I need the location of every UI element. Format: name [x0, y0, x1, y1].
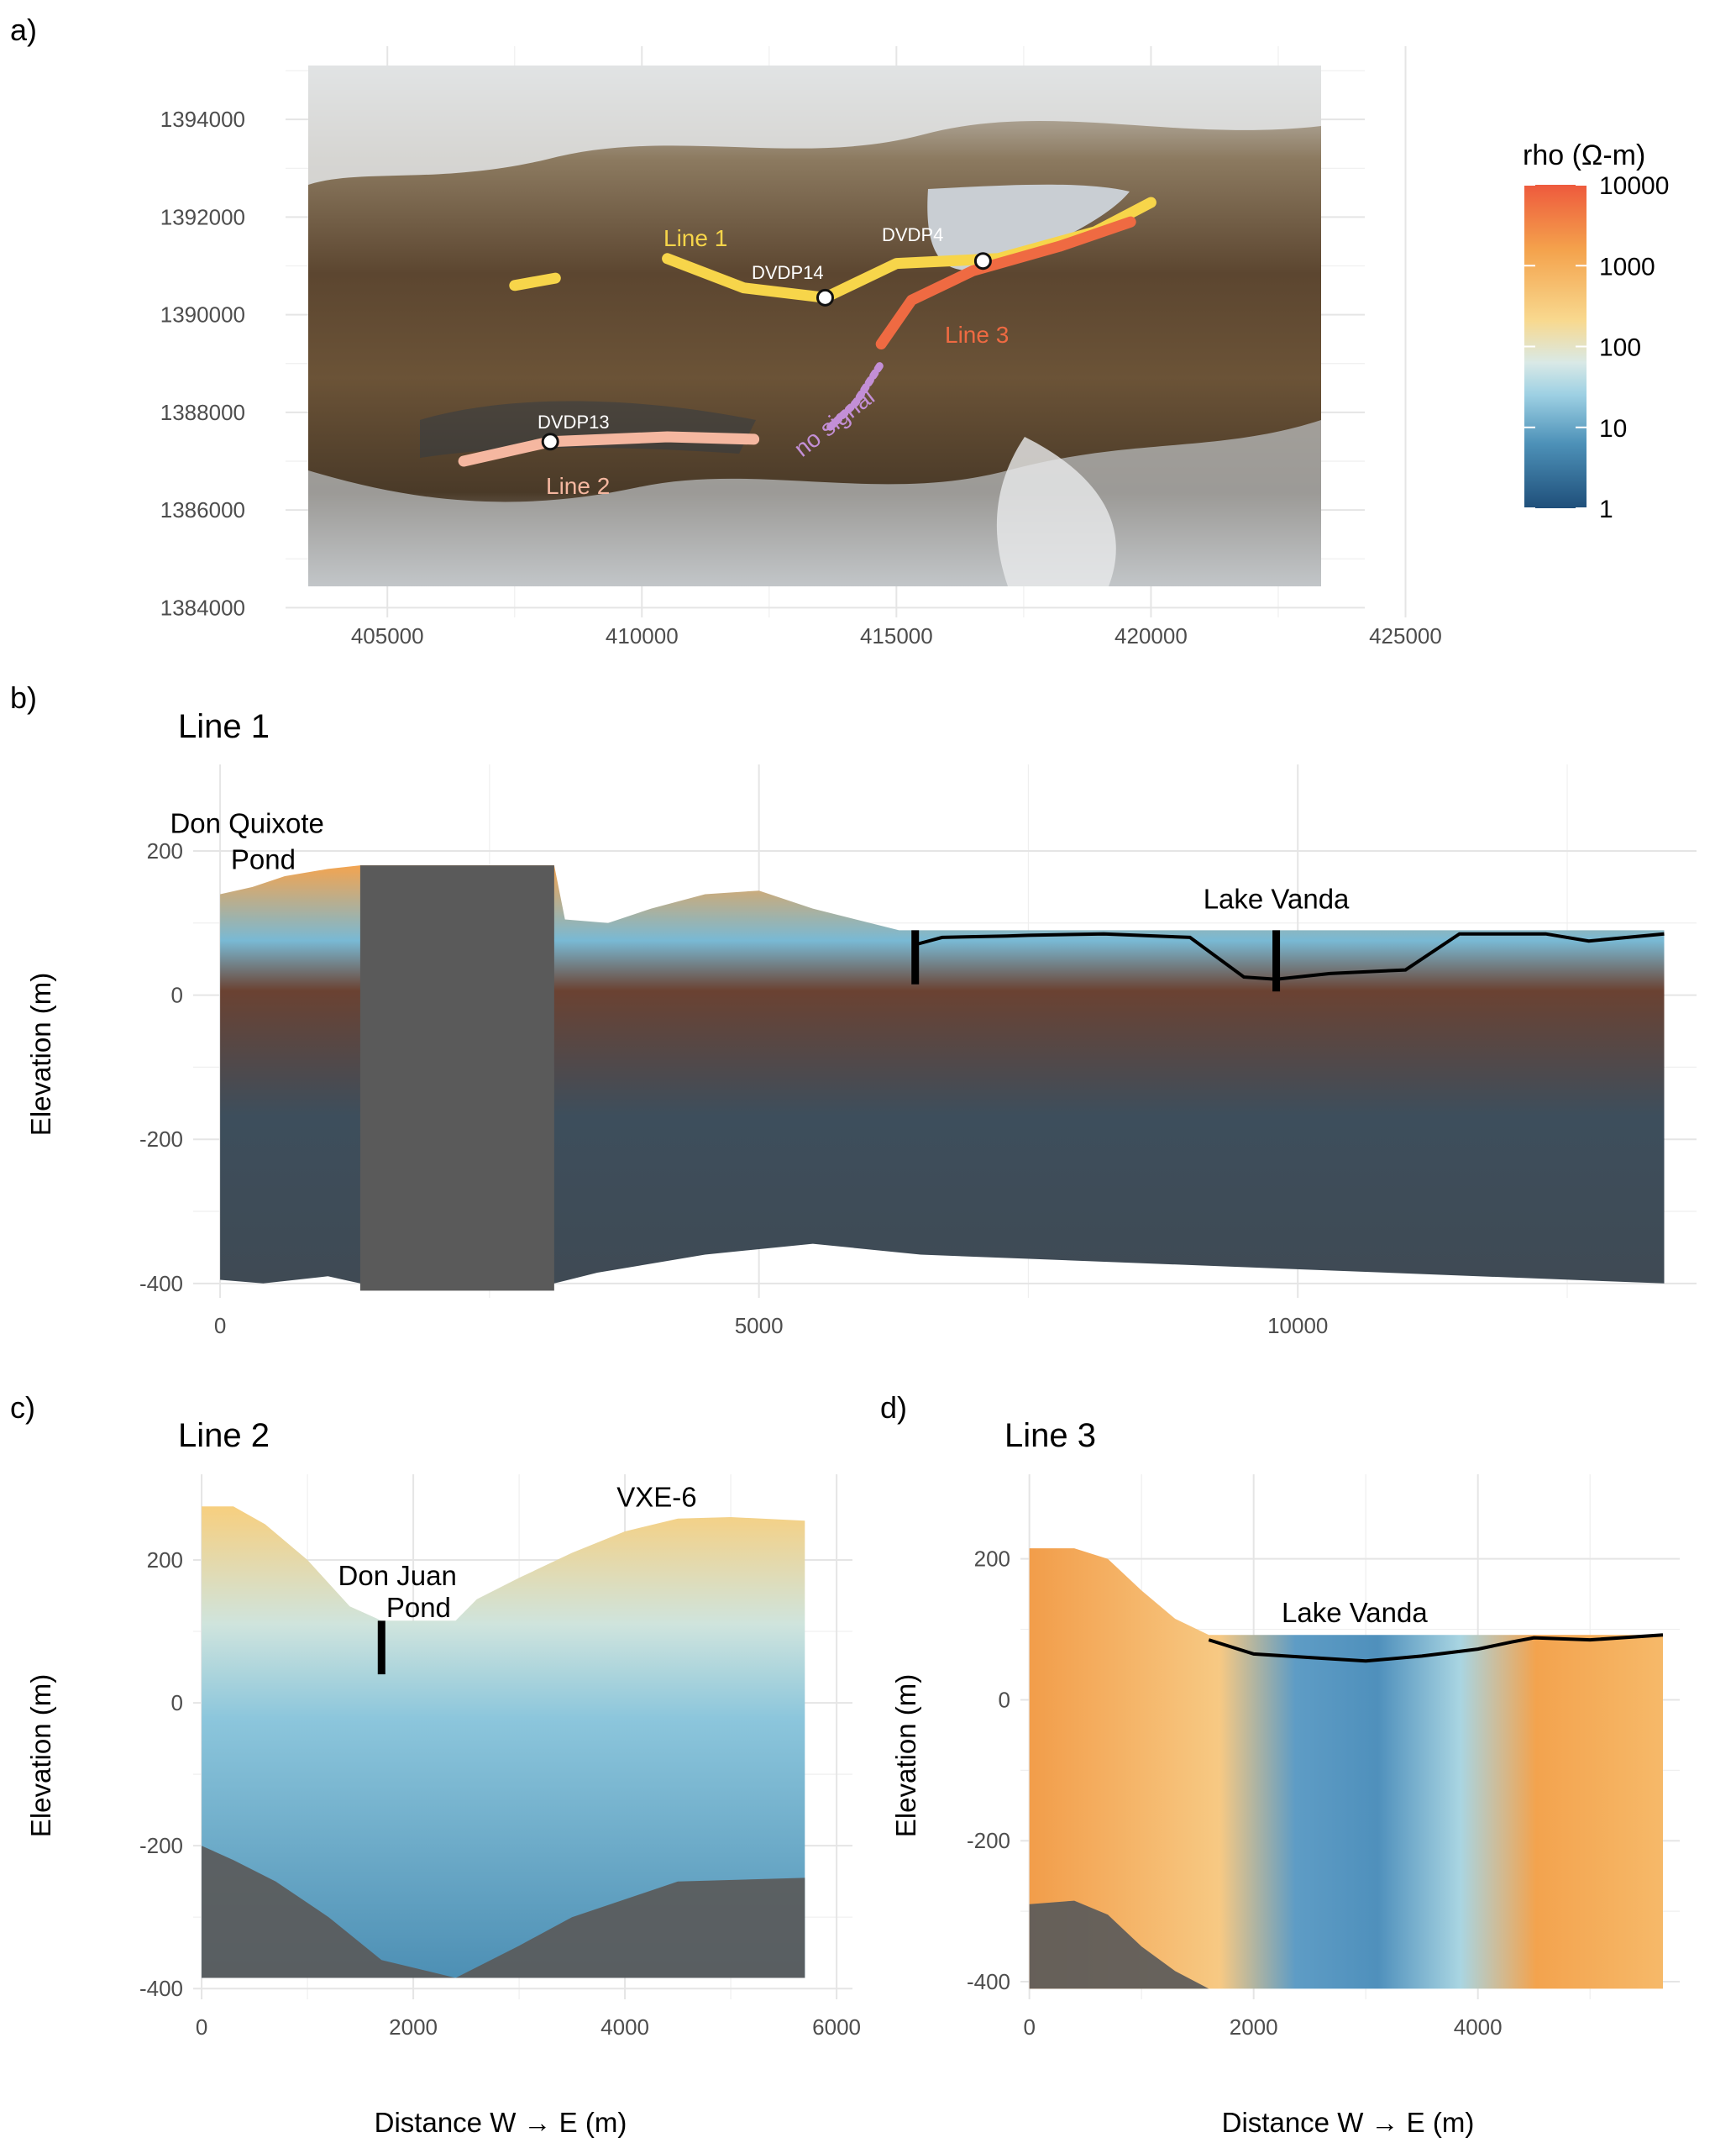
- y-tick-label: -200: [139, 1833, 183, 1858]
- y-tick-label: -400: [139, 1976, 183, 2001]
- panel-c-line2: Line 2 Elevation (m) Distance W → E (m) …: [25, 1417, 861, 2138]
- y-tick-label: -400: [139, 1271, 183, 1296]
- section-annotation: Don Quixote: [170, 808, 323, 839]
- masked-region: [202, 1846, 805, 1978]
- x-tick-label: 415000: [860, 623, 933, 649]
- panel-label-d: d): [880, 1390, 907, 1425]
- y-tick-label: 0: [171, 1690, 183, 1715]
- x-tick-label: 2000: [1230, 2014, 1278, 2040]
- survey-line-line-3: [875, 216, 1136, 349]
- y-tick-label: 1388000: [160, 400, 245, 425]
- survey-lines: [458, 197, 1156, 467]
- borehole-marker: [816, 288, 834, 307]
- panel-d-line3: Line 3 Elevation (m) Distance W → E (m) …: [890, 1417, 1680, 2138]
- panel-d-xlabel: Distance W → E (m): [1222, 2107, 1475, 2138]
- section-annotation: VXE-6: [616, 1481, 696, 1512]
- panel-b-line1: Line 1 Elevation (m) Don Quixote Pond Lake…: [25, 708, 1697, 1338]
- survey-line-line-1: [509, 272, 561, 291]
- y-tick-label: -400: [967, 1969, 1010, 1994]
- x-tick-label: 425000: [1369, 623, 1442, 649]
- lake-bottom-profile: [915, 932, 1665, 981]
- borehole-marker: [541, 433, 559, 451]
- resistivity-section: [220, 865, 1665, 1284]
- panel-b-ylabel: Elevation (m): [25, 973, 56, 1136]
- map-label-line-2: Line 2: [546, 473, 610, 499]
- y-tick-label: 1384000: [160, 595, 245, 620]
- colorbar-tick-label: 10000: [1599, 172, 1669, 200]
- panel-c-title: Line 2: [178, 1417, 270, 1454]
- panel-c-xlabel: Distance W → E (m): [375, 2107, 627, 2138]
- x-tick-label: 4000: [1454, 2014, 1503, 2040]
- x-tick-label: 420000: [1115, 623, 1188, 649]
- y-tick-label: 0: [171, 983, 183, 1008]
- section-annotation: Lake Vanda: [1204, 884, 1350, 915]
- map-label-line-3: Line 3: [945, 322, 1009, 348]
- panel-c-ylabel: Elevation (m): [25, 1674, 56, 1837]
- borehole-label: DVDP4: [882, 224, 943, 245]
- colorbar-tick-label: 100: [1599, 334, 1641, 362]
- x-tick-label: 0: [214, 1313, 226, 1338]
- y-tick-label: 200: [974, 1547, 1010, 1572]
- y-tick-label: 1390000: [160, 302, 245, 328]
- satellite-image: [308, 66, 1321, 586]
- y-tick-label: 1392000: [160, 204, 245, 229]
- section-annotation: Don Juan: [338, 1560, 457, 1591]
- x-tick-label: 405000: [351, 623, 424, 649]
- colorbar: rho (Ω-m) 10000 1000 100 10 1: [1523, 139, 1669, 523]
- borehole-marker: [973, 252, 992, 270]
- y-tick-label: -200: [967, 1828, 1010, 1853]
- colorbar-tick-label: 1000: [1599, 253, 1655, 281]
- x-tick-label: 410000: [606, 623, 679, 649]
- colorbar-tick-label: 1: [1599, 496, 1613, 523]
- masked-region: [1029, 1900, 1663, 1989]
- y-tick-label: 0: [999, 1687, 1010, 1712]
- map-label-line-1: Line 1: [663, 225, 727, 251]
- section-annotation: Pond: [386, 1592, 451, 1623]
- panel-b-title: Line 1: [178, 708, 270, 745]
- y-tick-label: 200: [147, 838, 183, 864]
- panel-d-title: Line 3: [1004, 1417, 1096, 1454]
- masked-block: [359, 865, 554, 1291]
- section-annotation: Lake Vanda: [1282, 1597, 1428, 1628]
- resistivity-section: [1029, 1548, 1663, 1989]
- panel-d-ylabel: Elevation (m): [890, 1674, 921, 1837]
- y-tick-label: 1386000: [160, 497, 245, 523]
- lake-vanda-ice: [927, 184, 1130, 270]
- x-tick-label: 4000: [601, 2014, 649, 2040]
- x-tick-label: 2000: [389, 2014, 438, 2040]
- panel-label-c: c): [10, 1390, 35, 1425]
- x-tick-label: 0: [196, 2014, 207, 2040]
- x-tick-label: 5000: [735, 1313, 784, 1338]
- x-tick-label: 0: [1023, 2014, 1035, 2040]
- colorbar-title: rho (Ω-m): [1523, 139, 1645, 171]
- y-tick-label: 200: [147, 1547, 183, 1573]
- x-tick-label: 6000: [812, 2014, 861, 2040]
- panel-a-ticks: 405000 410000 415000 420000 425000 1394000 139…: [160, 107, 1442, 649]
- survey-line-line-2: [458, 431, 760, 467]
- colorbar-tick-label: 10: [1599, 415, 1627, 443]
- y-tick-label: -200: [139, 1127, 183, 1152]
- panel-label-b: b): [10, 680, 37, 715]
- borehole-label: DVDP14: [752, 262, 824, 283]
- x-tick-label: 10000: [1267, 1313, 1328, 1338]
- lake-bottom-profile: [1208, 1633, 1664, 1663]
- section-annotation: Pond: [231, 843, 296, 874]
- panel-label-a: a): [10, 13, 37, 47]
- y-tick-label: 1394000: [160, 107, 245, 132]
- borehole-label: DVDP13: [538, 412, 610, 433]
- resistivity-section: [202, 1506, 805, 1978]
- survey-line-no-signal: [826, 360, 885, 431]
